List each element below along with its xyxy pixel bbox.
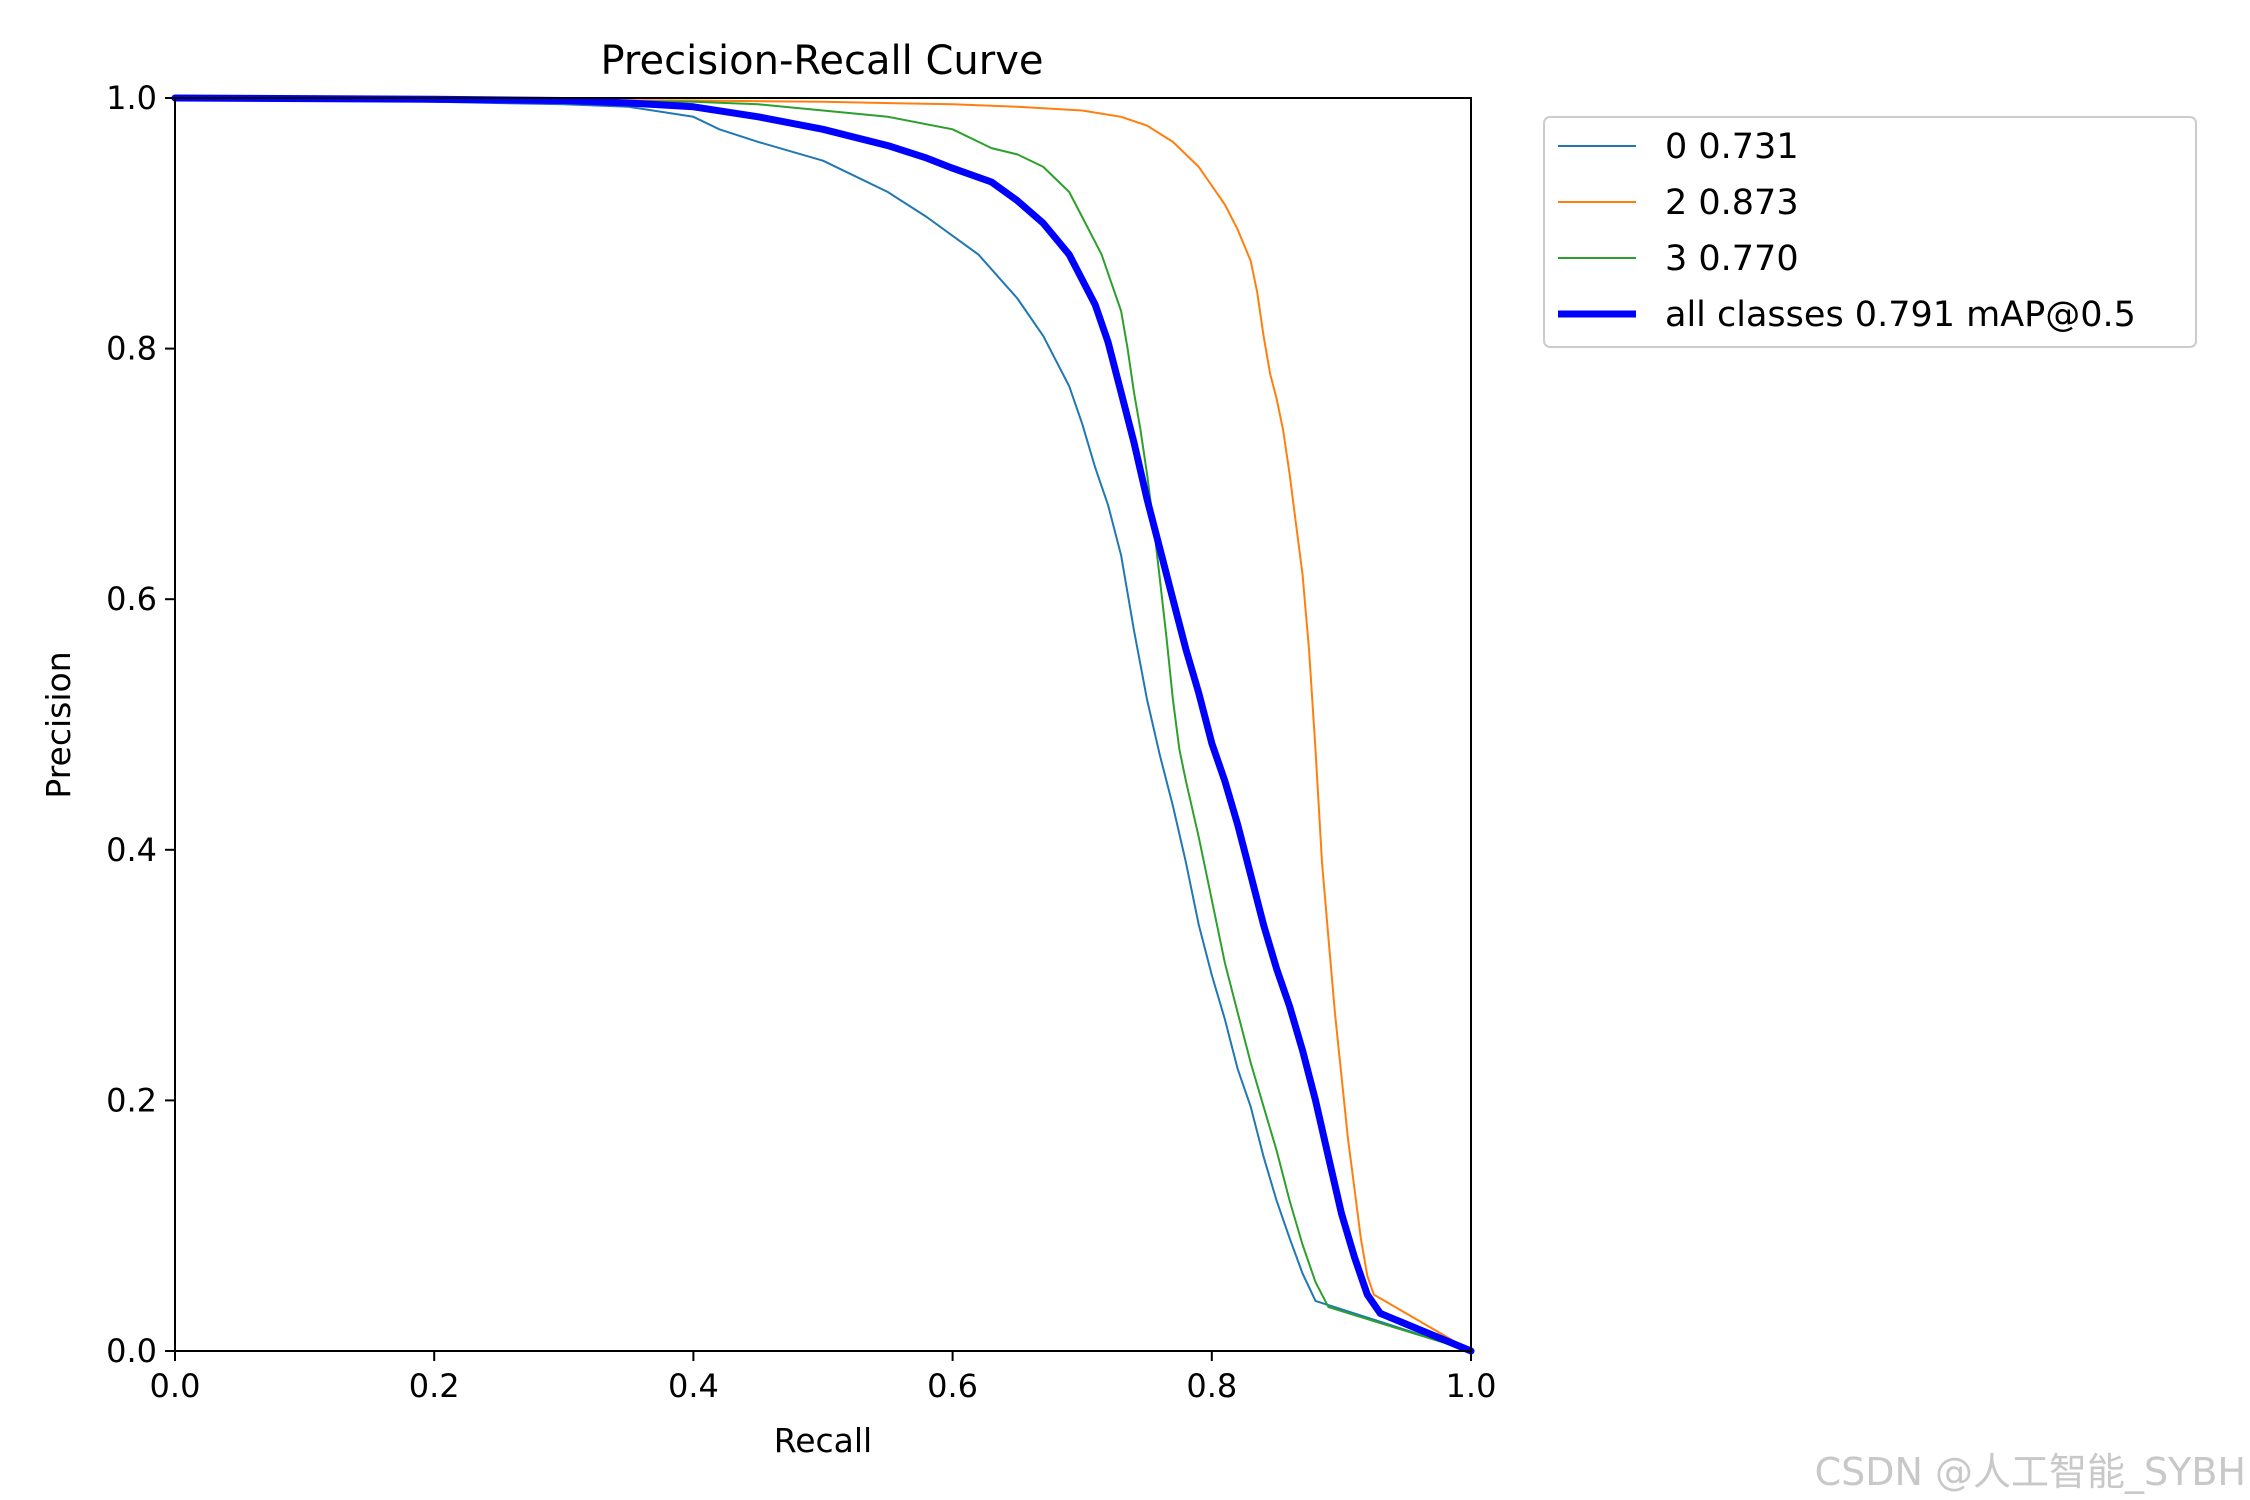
x-tick-label: 0.0	[150, 1367, 201, 1405]
y-axis-label: Precision	[39, 651, 78, 798]
y-tick-label: 0.6	[106, 580, 157, 618]
y-tick-label: 1.0	[106, 79, 157, 117]
y-axis-ticks: 0.0 0.2 0.4 0.6 0.8 1.0	[106, 79, 175, 1370]
legend-box	[1543, 116, 2197, 348]
x-tick-label: 0.2	[409, 1367, 460, 1405]
series-line-3	[171, 94, 1475, 1355]
legend-label: 0 0.731	[1665, 127, 1799, 167]
y-tick-label: 0.8	[106, 330, 157, 368]
x-axis-ticks: 0.0 0.2 0.4 0.6 0.8 1.0	[150, 1351, 1497, 1405]
x-axis-label: Recall	[774, 1421, 872, 1460]
x-tick-label: 1.0	[1446, 1367, 1497, 1405]
y-tick-label: 0.0	[106, 1332, 157, 1370]
chart-title: Precision-Recall Curve	[601, 38, 1044, 84]
x-tick-label: 0.8	[1186, 1367, 1237, 1405]
series-line-0	[174, 97, 1472, 1352]
series-line-1	[174, 97, 1472, 1352]
legend: 0 0.731 2 0.873 3 0.770 all classes 0.791 m…	[1543, 116, 2197, 348]
plot-lines	[171, 94, 1475, 1355]
legend-label: 3 0.770	[1665, 239, 1799, 279]
legend-items: 0 0.731 2 0.873 3 0.770 all classes 0.791 m…	[1558, 127, 2136, 335]
x-tick-label: 0.6	[927, 1367, 978, 1405]
legend-label: 2 0.873	[1665, 183, 1799, 223]
legend-label: all classes 0.791 mAP@0.5	[1665, 295, 2136, 335]
y-tick-label: 0.4	[106, 831, 157, 869]
y-tick-label: 0.2	[106, 1081, 157, 1119]
x-tick-label: 0.4	[668, 1367, 719, 1405]
watermark-text: CSDN @人工智能_SYBH	[1814, 1450, 2246, 1494]
plot-frame	[174, 97, 1472, 1352]
series-line-2	[174, 97, 1472, 1352]
